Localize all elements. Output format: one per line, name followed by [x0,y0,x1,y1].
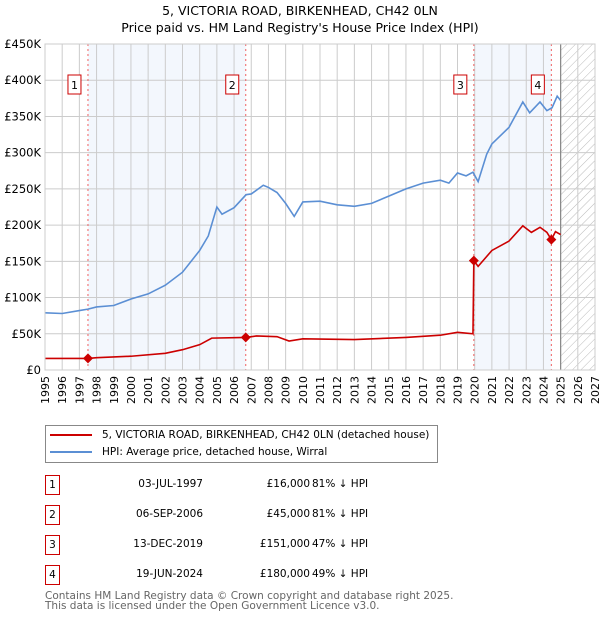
sale-number: 1 [45,475,60,495]
x-tick-label: 2019 [452,376,465,404]
x-tick-label: 2017 [417,376,430,404]
x-tick-label: 1996 [56,376,69,404]
y-tick-label: £450K [4,37,41,51]
x-tick-label: 2000 [125,376,138,404]
sale-price: £45,000 [266,508,310,520]
y-tick-label: £250K [4,182,41,196]
footer-licence: This data is licensed under the Open Gov… [45,600,380,612]
x-tick-label: 1997 [73,376,86,404]
x-tick-label: 2011 [314,376,327,404]
x-tick-label: 2013 [348,376,361,404]
plot-border [44,43,596,371]
sale-row: 3 13-DEC-2019 £151,000 47% ↓ HPI [45,535,445,555]
title-line-1: 5, VICTORIA ROAD, BIRKENHEAD, CH42 0LN [162,3,438,18]
legend-swatch-red [50,434,92,436]
x-tick-label: 2025 [555,376,568,404]
y-tick-label: £200K [4,218,41,232]
sale-row: 1 03-JUL-1997 £16,000 81% ↓ HPI [45,475,445,495]
sale-date: 19-JUN-2024 [136,568,203,580]
sale-date: 03-JUL-1997 [138,478,203,490]
x-tick-label: 2002 [159,376,172,404]
price-chart: 1995 1996 1997 1998 1999 2000 2001 2002 2003 2004… [4,37,600,404]
legend-swatch-blue [50,451,92,453]
legend-label: HPI: Average price, detached house, Wirr… [102,446,328,458]
sale-number: 3 [45,535,60,555]
x-tick-label: 2016 [400,376,413,404]
shaded-period [473,44,552,370]
sale-label-box [530,74,545,95]
sale-price: £180,000 [259,568,310,580]
sale-hpi-diff: 49% ↓ HPI [312,568,369,580]
x-tick-label: 2024 [537,376,550,404]
y-tick-label: £0 [26,363,41,377]
title-line-2: Price paid vs. HM Land Registry's House … [121,20,479,35]
sale-point [82,353,93,364]
legend-label: 5, VICTORIA ROAD, BIRKENHEAD, CH42 0LN (… [102,429,430,441]
legend: 5, VICTORIA ROAD, BIRKENHEAD, CH42 0LN (… [45,425,438,463]
x-tick-label: 2004 [194,376,207,404]
sale-hpi-diff: 81% ↓ HPI [312,478,369,490]
sale-row: 2 06-SEP-2006 £45,000 81% ↓ HPI [45,505,445,525]
x-tick-label: 2006 [228,376,241,404]
x-tick-label: 2022 [503,376,516,404]
x-tick-label: 2018 [434,376,447,404]
legend-item-hpi: HPI: Average price, detached house, Wirr… [50,446,327,458]
x-tick-label: 2021 [486,376,499,404]
sale-date: 13-DEC-2019 [133,538,203,550]
shaded-period [87,44,246,370]
sale-price: £151,000 [259,538,310,550]
series-line [44,94,562,315]
x-tick-label: 2012 [331,376,344,404]
footer: Contains HM Land Registry data © Crown c… [45,590,454,612]
sale-hpi-diff: 81% ↓ HPI [312,508,369,520]
series-line [45,224,562,360]
sale-price: £16,000 [266,478,310,490]
x-tick-label: 2027 [589,376,600,404]
x-tick-label: 2020 [469,376,482,404]
sale-number: 2 [45,505,60,525]
chart-title: 5, VICTORIA ROAD, BIRKENHEAD, CH42 0LN Pr… [0,2,600,36]
footer-copyright: Contains HM Land Registry data © Crown c… [45,590,454,602]
sale-label: 2 [229,79,236,92]
sale-point [546,234,557,245]
y-tick-label: £300K [4,146,41,160]
y-tick-label: £400K [4,73,41,87]
sale-point [240,332,251,343]
x-tick-label: 2023 [520,376,533,404]
x-tick-label: 2026 [572,376,585,404]
x-tick-label: 2001 [142,376,155,404]
y-tick-label: £100K [4,291,41,305]
x-tick-label: 2014 [366,376,379,404]
sale-label-box [67,74,82,95]
sale-number: 4 [45,565,60,585]
x-tick-label: 2015 [383,376,396,404]
legend-item-property: 5, VICTORIA ROAD, BIRKENHEAD, CH42 0LN (… [50,429,429,441]
sale-row: 4 19-JUN-2024 £180,000 49% ↓ HPI [45,565,445,585]
x-tick-label: 2008 [262,376,275,404]
sale-label-box [225,74,240,95]
x-tick-label: 1999 [108,376,121,404]
y-tick-label: £150K [4,254,41,268]
sale-hpi-diff: 47% ↓ HPI [312,538,369,550]
x-tick-label: 2009 [280,376,293,404]
sale-date: 06-SEP-2006 [135,508,203,520]
y-tick-label: £50K [12,327,42,341]
sale-label-box [453,74,468,95]
y-tick-label: £350K [4,109,41,123]
sale-label: 3 [457,79,464,92]
x-tick-label: 1998 [91,376,104,404]
x-tick-label: 2003 [177,376,190,404]
x-tick-label: 2007 [245,376,258,404]
sale-point [468,255,479,266]
x-tick-label: 1995 [39,376,52,404]
sale-label: 1 [71,79,78,92]
x-tick-label: 2005 [211,376,224,404]
sale-label: 4 [534,79,541,92]
x-tick-label: 2010 [297,376,310,404]
